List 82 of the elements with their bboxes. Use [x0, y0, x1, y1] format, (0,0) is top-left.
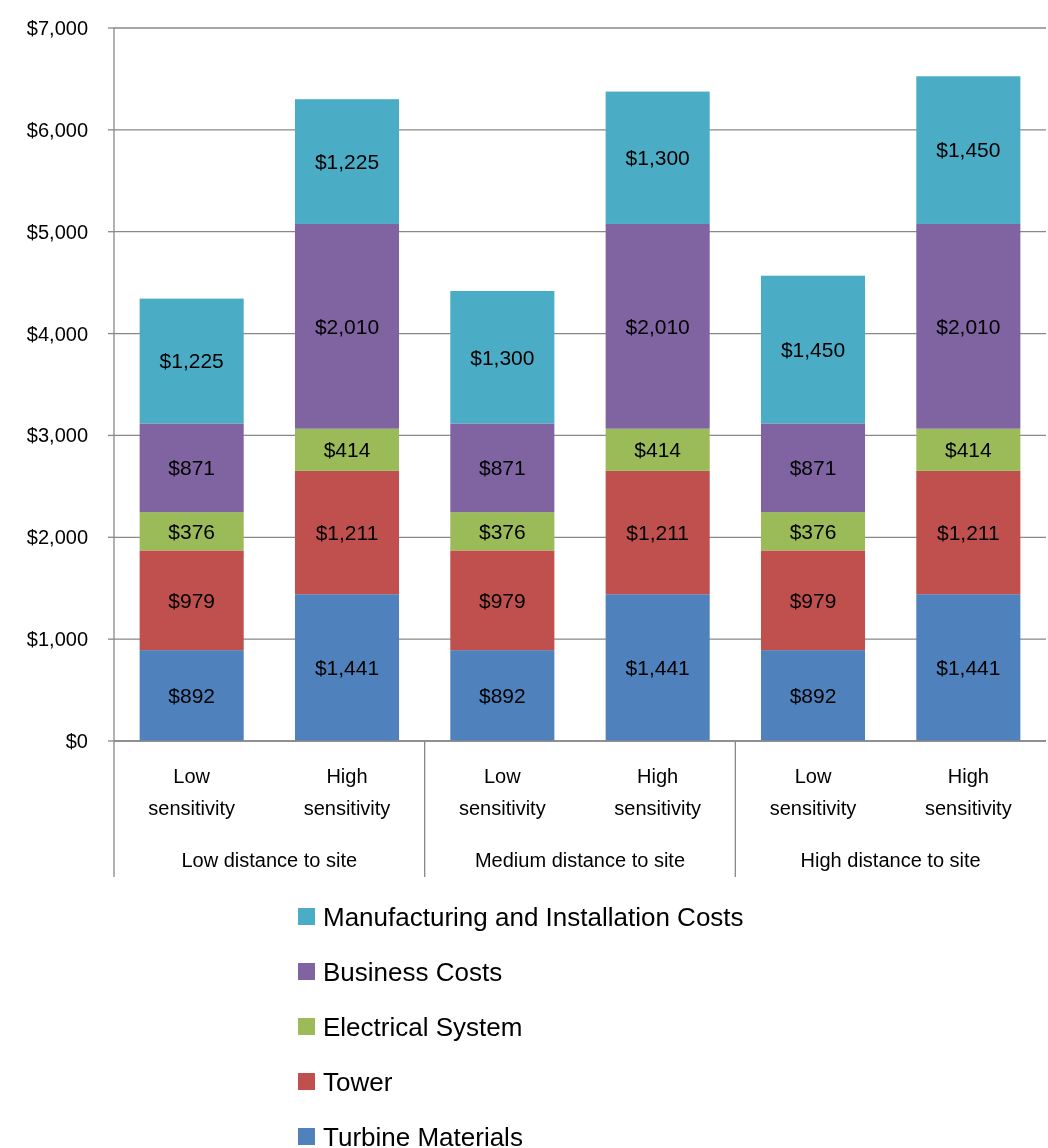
- x-tick-label: High sensitivity: [924, 765, 1012, 819]
- bar: [916, 428, 1021, 471]
- y-tick-label: $0: [65, 730, 88, 752]
- y-tick-label: $3,000: [26, 424, 88, 447]
- bar: [760, 512, 866, 551]
- bar: [605, 594, 710, 741]
- y-tick-label: $6,000: [26, 118, 88, 141]
- y-tick-label: $7,000: [26, 17, 88, 39]
- bar: [139, 512, 244, 551]
- data-label: $871: [789, 456, 837, 480]
- bar: [916, 76, 1021, 224]
- x-tick-label: High sensitivity: [614, 765, 702, 819]
- y-tick-label: $1,000: [26, 628, 88, 651]
- bar: [294, 428, 400, 471]
- text: Medium distance to site: [474, 849, 686, 871]
- bar: [760, 650, 866, 741]
- bar: [294, 470, 400, 595]
- legend-label: Manufacturing and Installation Costs: [323, 902, 744, 933]
- legend-label: Turbine Materials: [323, 1122, 523, 1148]
- data-label: $1,211: [315, 520, 379, 544]
- bar: [605, 91, 710, 224]
- data-label: $414: [944, 438, 993, 462]
- bar: [605, 470, 710, 595]
- y-tick-label: $4,000: [26, 322, 88, 345]
- text: Low distance to site: [181, 849, 358, 871]
- data-label: $979: [478, 588, 526, 612]
- bar: [916, 223, 1021, 429]
- bar: [450, 423, 555, 513]
- bar: [139, 298, 244, 424]
- data-label: $376: [168, 519, 216, 543]
- data-label: $892: [168, 683, 216, 707]
- bar: [294, 223, 400, 429]
- bar: [605, 428, 710, 471]
- data-label: $1,450: [936, 138, 1001, 162]
- x-tick-label: Low sensitivity: [148, 765, 236, 819]
- bar: [294, 99, 400, 224]
- legend-label: Electrical System: [323, 1012, 523, 1043]
- data-label: $376: [478, 519, 526, 543]
- bar: [450, 291, 555, 424]
- legend-label: Tower: [323, 1067, 393, 1098]
- data-label: $1,211: [937, 520, 1000, 544]
- data-label: $979: [789, 588, 837, 612]
- data-label: $871: [478, 456, 526, 480]
- bar: [760, 550, 866, 651]
- x-tick-label: Low sensitivity: [769, 765, 857, 819]
- data-label: $2,010: [625, 314, 690, 338]
- data-label: $1,225: [314, 149, 380, 173]
- data-label: $1,300: [470, 345, 535, 369]
- x-tick-label: High sensitivity: [303, 765, 391, 819]
- data-label: $871: [168, 456, 216, 480]
- data-label: $2,010: [936, 314, 1001, 338]
- bar: [605, 223, 710, 429]
- x-tick-label: Low sensitivity: [458, 765, 546, 819]
- bar: [450, 650, 555, 741]
- bar: [916, 470, 1021, 595]
- data-label: $892: [478, 683, 526, 707]
- bar: [294, 594, 400, 741]
- bar: [139, 650, 244, 741]
- y-tick-label: $5,000: [26, 220, 88, 243]
- legend-label: Business Costs: [323, 957, 503, 988]
- bar: [450, 512, 555, 551]
- data-label: $376: [789, 519, 837, 543]
- bar: [139, 423, 244, 513]
- bar: [760, 275, 866, 424]
- data-label: $1,225: [159, 349, 224, 373]
- bar: [760, 423, 866, 513]
- data-label: $414: [634, 438, 682, 462]
- data-label: $979: [168, 588, 216, 612]
- data-label: $1,450: [780, 337, 846, 361]
- bar: [450, 550, 555, 651]
- text: High distance to site: [800, 849, 981, 871]
- data-label: $1,211: [626, 520, 689, 544]
- data-label: $1,441: [314, 655, 380, 679]
- data-label: $414: [323, 438, 371, 462]
- data-label: $1,441: [936, 655, 1001, 679]
- data-label: $1,300: [625, 146, 690, 170]
- bar: [139, 550, 244, 651]
- y-tick-label: $2,000: [26, 526, 88, 549]
- data-label: $2,010: [314, 314, 380, 338]
- bar: [916, 594, 1021, 741]
- data-label: $892: [789, 683, 837, 707]
- data-label: $1,441: [625, 655, 690, 679]
